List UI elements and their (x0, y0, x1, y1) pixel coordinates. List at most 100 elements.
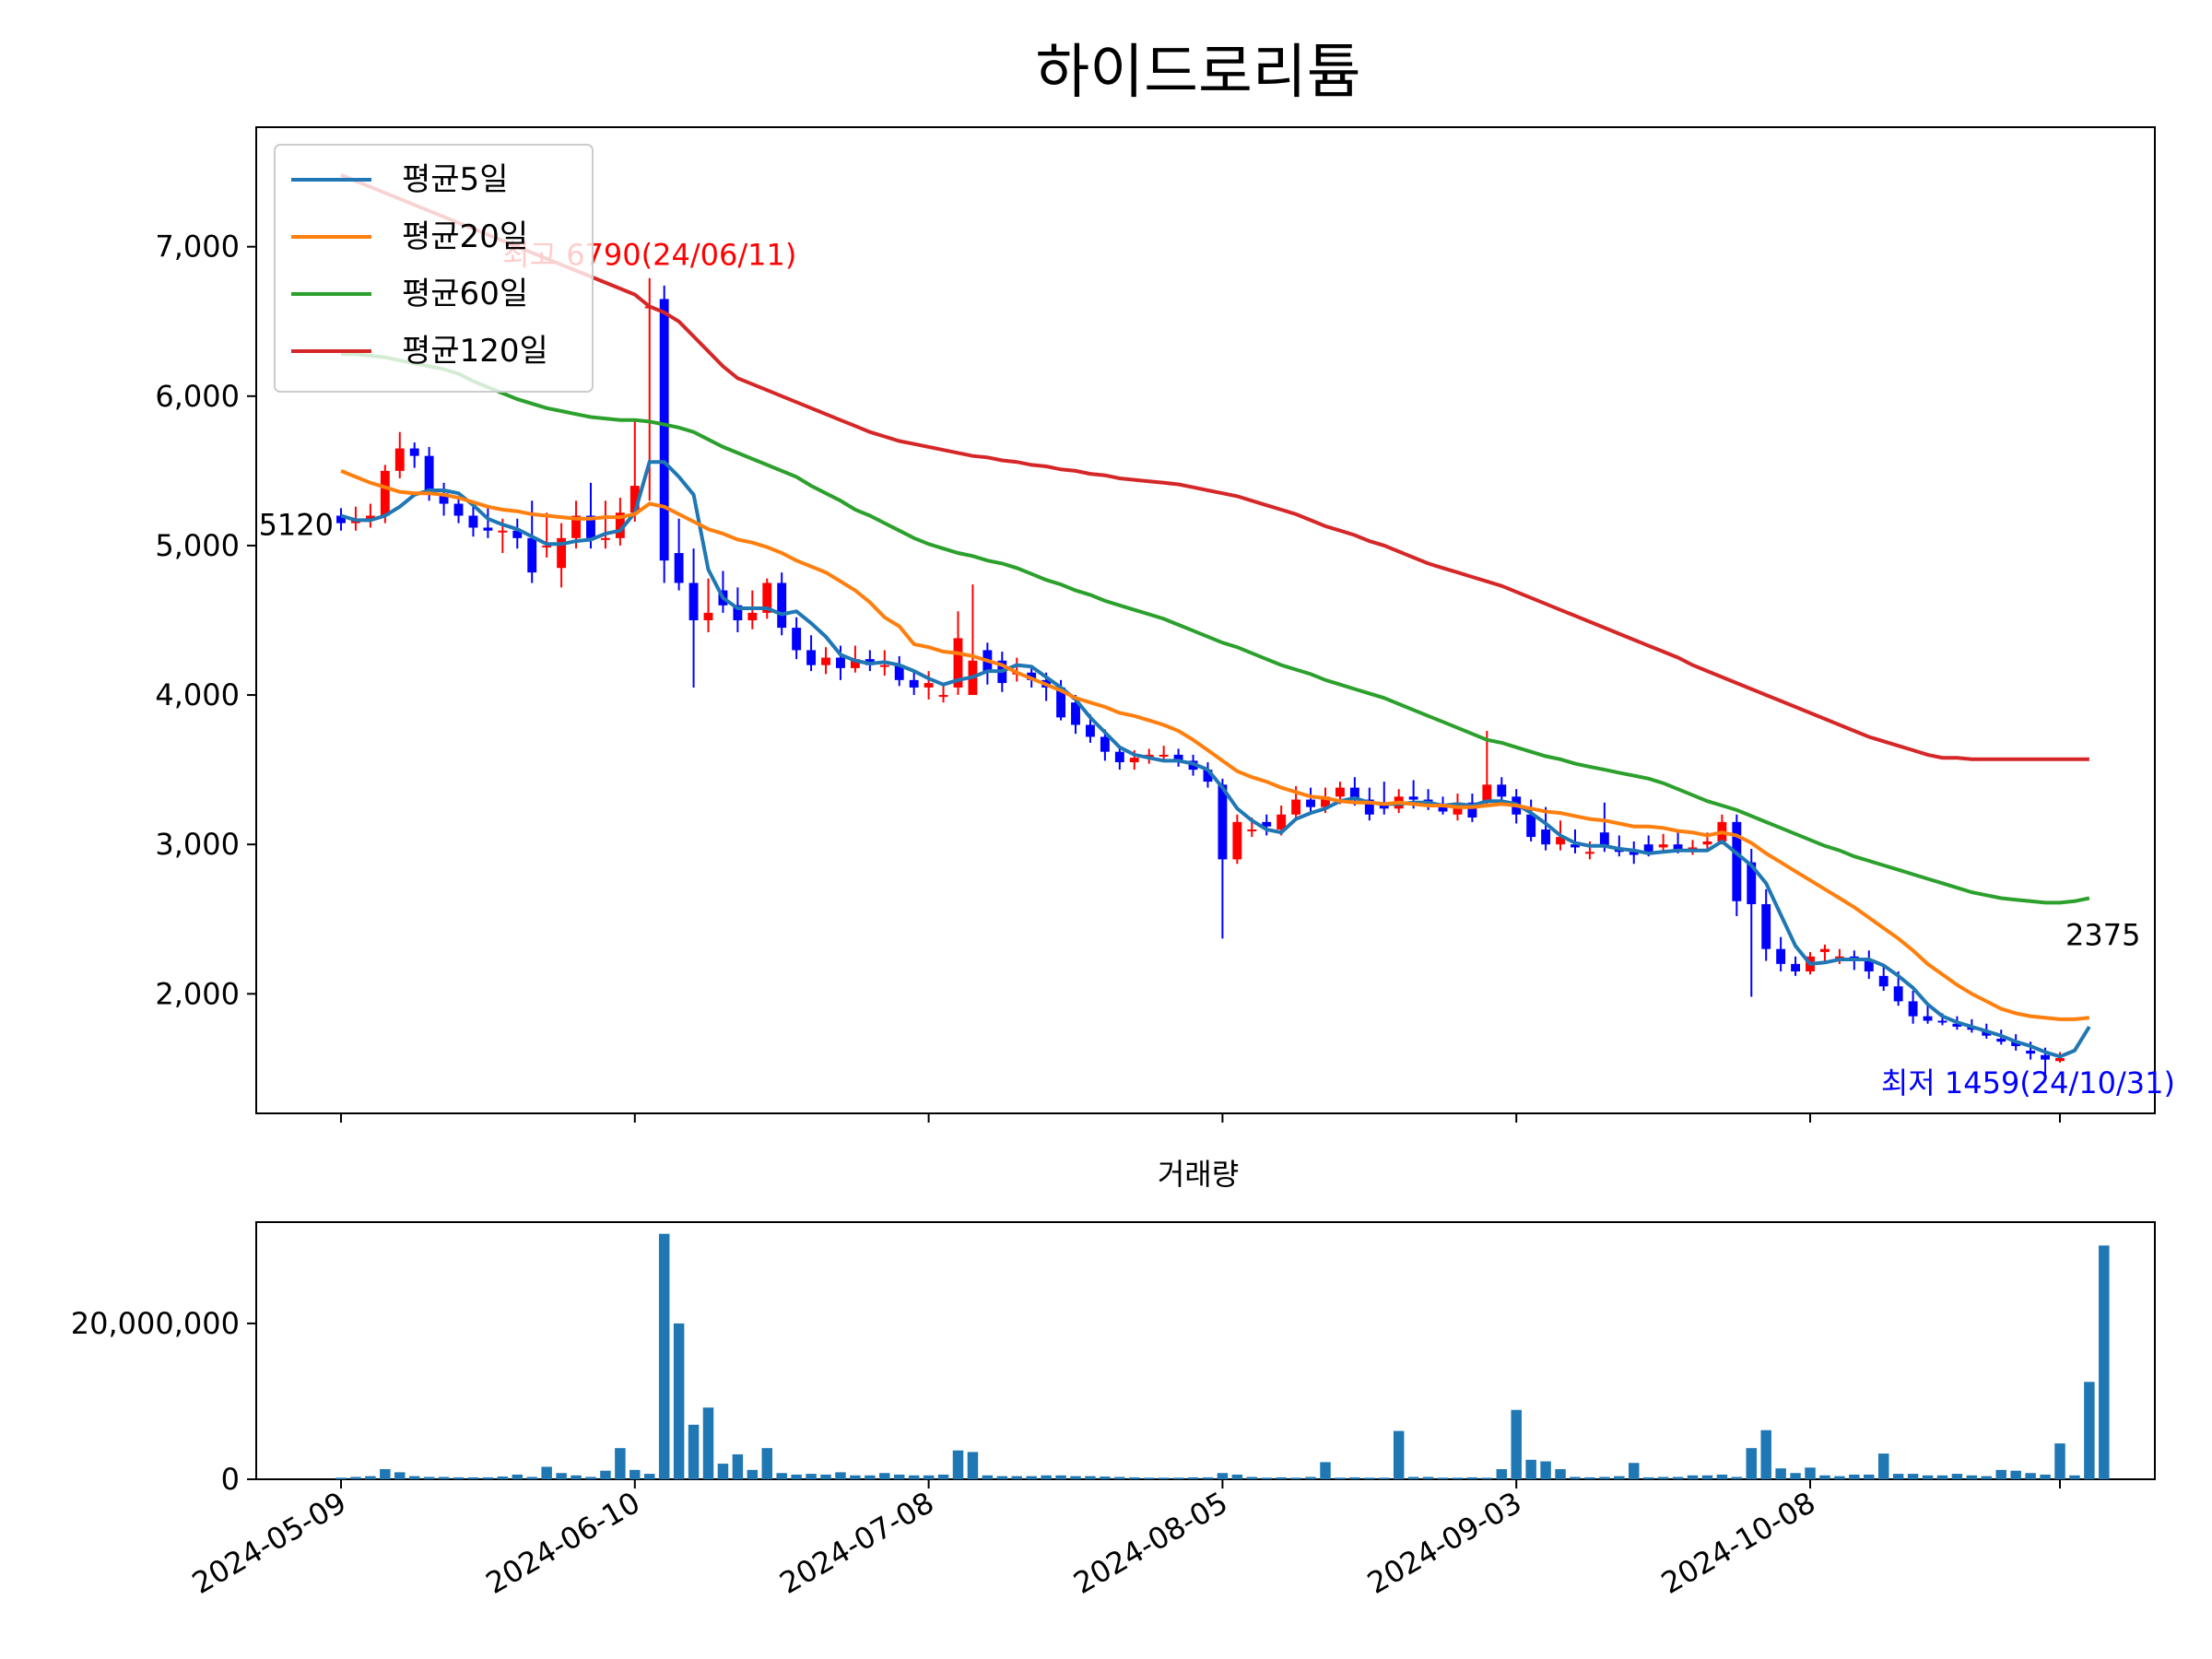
candle-body (1702, 841, 1712, 845)
candle-body (1497, 784, 1507, 797)
candle-body (1482, 784, 1492, 803)
volume-bar (1864, 1474, 1875, 1479)
candle-body (2026, 1050, 2036, 1054)
volume-bar (394, 1472, 406, 1479)
candle-body (336, 515, 346, 524)
chart-title: 하이드로리튬 (1035, 39, 1360, 107)
volume-bar (658, 1233, 670, 1479)
candle-body (894, 665, 904, 680)
volume-bar (1143, 1477, 1155, 1479)
volume-bar (1187, 1477, 1199, 1479)
candle-body (792, 628, 802, 651)
volume-bar (1100, 1477, 1111, 1479)
candle-body (1643, 844, 1653, 853)
volume-bar (1555, 1469, 1566, 1479)
candle-body (1820, 948, 1830, 952)
volume-bar (556, 1473, 567, 1479)
volume-ytick-label: 20,000,000 (71, 1306, 240, 1341)
price-plot-frame (255, 126, 2156, 1114)
candle-body (762, 582, 772, 613)
volume-bar (571, 1475, 582, 1479)
candle-body (1584, 852, 1594, 854)
legend-label-2: 평균20일 (402, 218, 528, 255)
volume-bar (1055, 1475, 1066, 1479)
volume-bar (1393, 1430, 1405, 1479)
candle-body (1262, 821, 1272, 827)
volume-bar (1599, 1477, 1610, 1479)
volume-bar (1907, 1474, 1919, 1479)
candle-body (629, 486, 640, 513)
volume-bar (497, 1477, 509, 1479)
volume-bar (1246, 1477, 1258, 1479)
candle-body (1247, 829, 1257, 831)
volume-bar (1687, 1475, 1699, 1479)
volume-bar (453, 1477, 465, 1479)
candle-body (1129, 758, 1139, 763)
candle-body (1526, 814, 1536, 838)
volume-bar (1305, 1477, 1316, 1479)
candle-body (1027, 672, 1037, 680)
volume-bar (1790, 1473, 1801, 1479)
volume-bar (423, 1477, 435, 1479)
candle-body (1277, 814, 1287, 830)
candle-body (777, 582, 787, 629)
candle-body (1203, 770, 1213, 782)
volume-bar (1158, 1477, 1170, 1479)
candle-body (1761, 904, 1771, 949)
volume-bar (982, 1475, 994, 1479)
volume-bar (908, 1475, 920, 1479)
volume-bar (673, 1323, 685, 1479)
volume-bar (1129, 1477, 1140, 1479)
candle-body (1173, 754, 1183, 761)
candle-body (1673, 844, 1683, 851)
candle-body (527, 537, 537, 573)
volume-bar (1349, 1477, 1360, 1479)
candle-body (1306, 799, 1315, 807)
volume-bar (865, 1475, 876, 1479)
volume-bar (2069, 1475, 2080, 1479)
ma-line-4 (340, 173, 2089, 761)
candle-body (1658, 844, 1668, 848)
volume-bar (1834, 1476, 1845, 1479)
candle-body (747, 612, 758, 620)
volume-bar (1172, 1477, 1184, 1479)
volume-bar (438, 1477, 450, 1479)
volume-bar (1540, 1461, 1551, 1479)
candle-body (938, 695, 948, 698)
candle-body (850, 659, 860, 668)
legend-label-4: 평균120일 (402, 333, 548, 370)
legend-label-1: 평균5일 (402, 161, 508, 198)
volume-bar (820, 1474, 831, 1479)
volume-bar (1922, 1475, 1934, 1479)
candle-body (453, 503, 464, 516)
candle-body (2011, 1041, 2021, 1047)
candle-body (409, 448, 419, 456)
volume-bar (2099, 1245, 2110, 1479)
volume-bar (615, 1448, 626, 1479)
volume-bar (541, 1466, 552, 1479)
volume-bar (1466, 1477, 1478, 1479)
volume-bar (1892, 1474, 1904, 1479)
candle-body (924, 683, 934, 688)
volume-bar (967, 1452, 979, 1479)
volume-bar (1217, 1473, 1229, 1479)
candle-body (2055, 1058, 2065, 1062)
volume-bar (1819, 1475, 1830, 1479)
candle-body (1996, 1038, 2006, 1042)
volume-bar (1672, 1477, 1684, 1479)
price-ytick-label: 3,000 (155, 827, 240, 862)
candle-body (600, 537, 610, 540)
volume-bar (1407, 1477, 1419, 1479)
candle-body (2041, 1054, 2051, 1060)
volume-bar (1642, 1477, 1654, 1479)
volume-bar (1320, 1462, 1331, 1479)
volume-bar (512, 1474, 524, 1479)
candle-body (703, 612, 713, 620)
volume-bar (1261, 1477, 1272, 1479)
volume-bar (1011, 1476, 1022, 1479)
candle-body (1349, 787, 1359, 800)
candle-body (1291, 799, 1301, 815)
candle-body (468, 515, 478, 528)
price-panel: 2,0003,0004,0005,0006,0007,00051202375최고… (155, 126, 2175, 1114)
